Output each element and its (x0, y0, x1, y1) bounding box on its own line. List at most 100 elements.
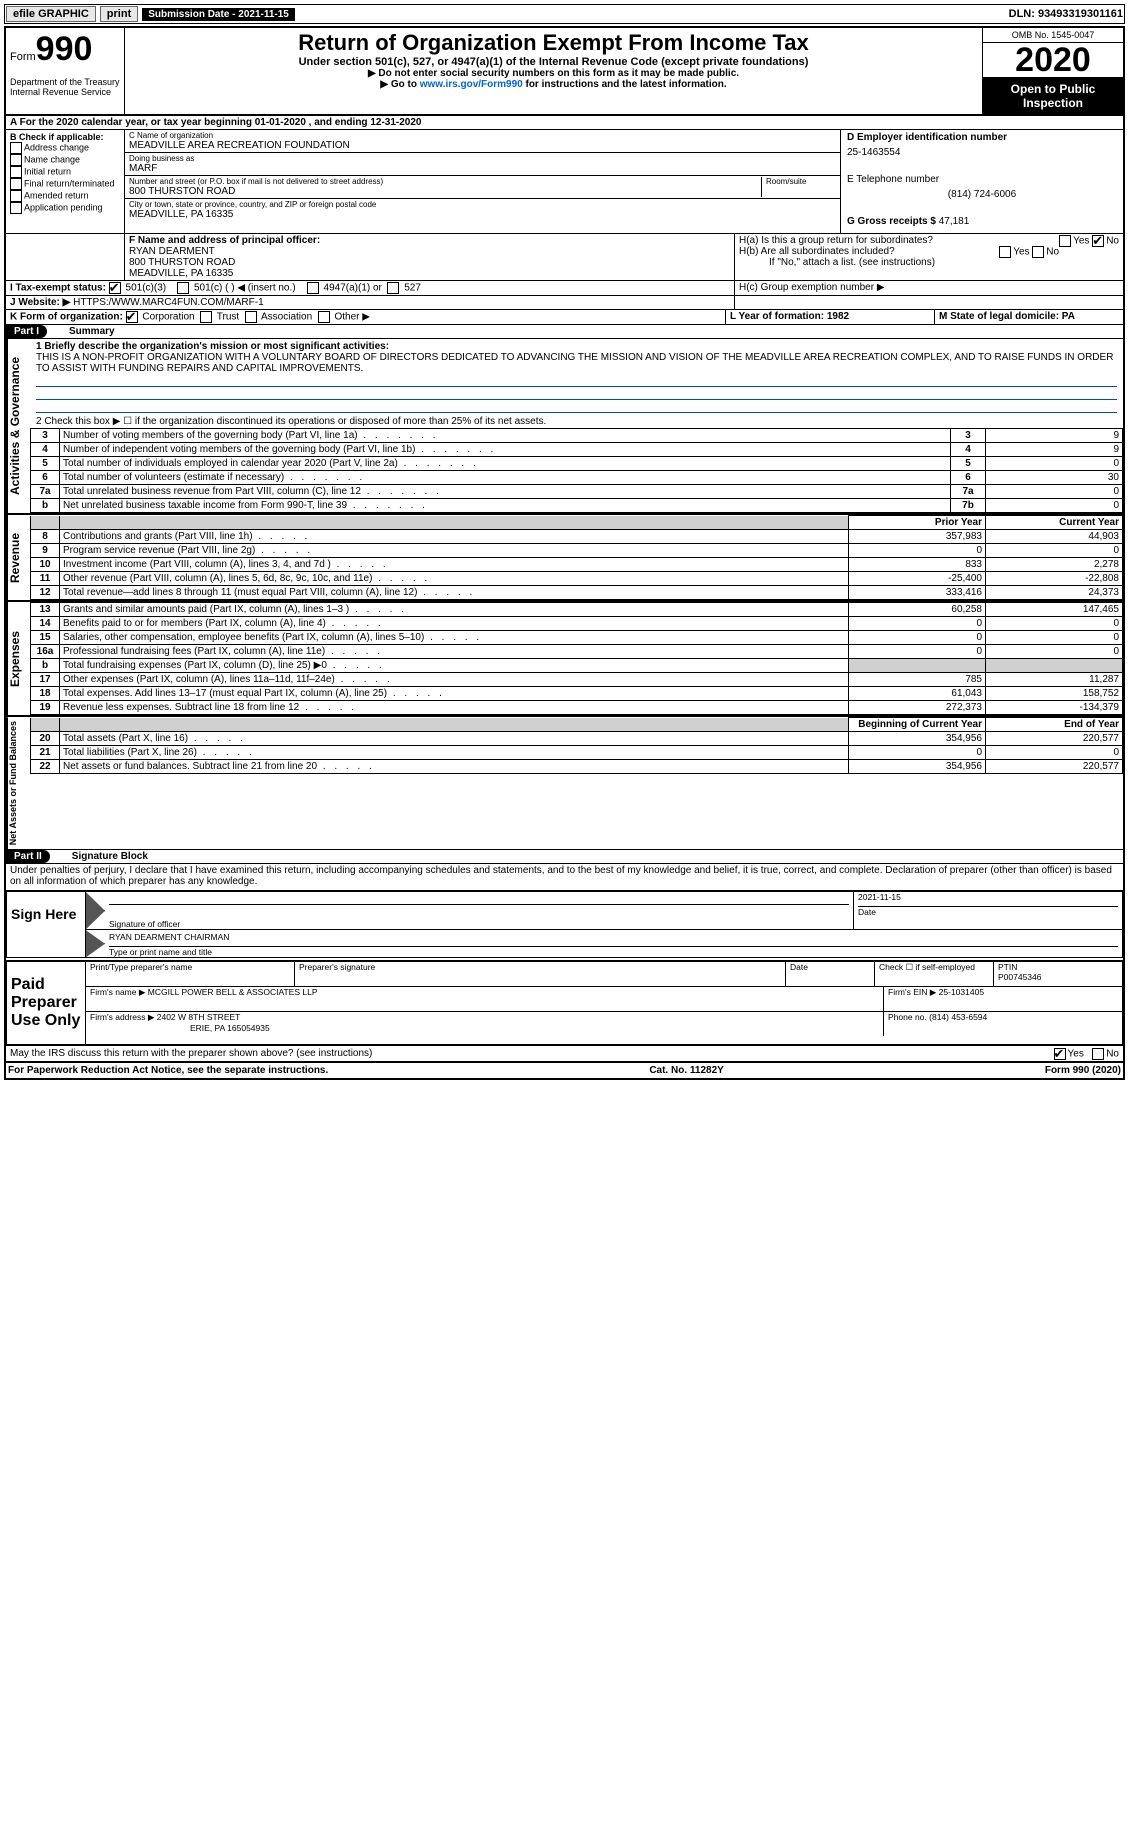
ptin-value: P00745346 (998, 972, 1042, 982)
check-4947[interactable] (307, 282, 319, 294)
check-pending[interactable]: Application pending (10, 202, 120, 214)
k-label: K Form of organization: (10, 312, 123, 323)
officer-addr2: MEADVILLE, PA 16335 (129, 268, 730, 279)
dln-label: DLN: 93493319301161 (1009, 8, 1123, 20)
firm-name-label: Firm's name ▶ (90, 987, 145, 997)
ag-table: 3Number of voting members of the governi… (30, 428, 1123, 513)
hb-no[interactable]: No (1046, 247, 1059, 258)
discuss-row: May the IRS discuss this return with the… (6, 1045, 1123, 1061)
dba-value: MARF (129, 163, 836, 174)
i-527: 527 (404, 283, 421, 294)
i-501c3: 501(c)(3) (126, 283, 167, 294)
discuss-no-check[interactable] (1092, 1048, 1104, 1060)
check-name[interactable]: Name change (10, 154, 120, 166)
footer-left: For Paperwork Reduction Act Notice, see … (8, 1065, 328, 1076)
street-value: 800 THURSTON ROAD (129, 186, 757, 197)
hb-yes[interactable]: Yes (1013, 247, 1029, 258)
table-row: bTotal fundraising expenses (Part IX, co… (31, 659, 1123, 673)
table-row: 9Program service revenue (Part VIII, lin… (31, 544, 1123, 558)
table-row: 10Investment income (Part VIII, column (… (31, 558, 1123, 572)
row-j: J Website: ▶ HTTPS:/WWW.MARC4FUN.COM/MAR… (6, 296, 1123, 310)
part1-header-row: Part I Summary (6, 325, 1123, 339)
mission-text: THIS IS A NON-PROFIT ORGANIZATION WITH A… (36, 352, 1117, 374)
arrow-icon (86, 930, 105, 957)
check-501c3[interactable] (109, 282, 121, 294)
discuss-text: May the IRS discuss this return with the… (10, 1048, 372, 1059)
check-501c[interactable] (177, 282, 189, 294)
check-header: B Check if applicable: (10, 132, 120, 142)
check-amended[interactable]: Amended return (10, 190, 120, 202)
part2-title: Signature Block (66, 851, 154, 862)
name-column: C Name of organization MEADVILLE AREA RE… (125, 130, 841, 233)
gross-label: G Gross receipts $ (847, 216, 936, 227)
open-inspection: Open to Public Inspection (983, 78, 1123, 114)
check-final[interactable]: Final return/terminated (10, 178, 120, 190)
check-other[interactable] (318, 311, 330, 323)
arrow-icon (86, 892, 105, 929)
ein-value: 25-1463554 (847, 147, 1117, 158)
discuss-yes-check[interactable] (1054, 1048, 1066, 1060)
check-corp[interactable] (126, 311, 138, 323)
table-row: 7aTotal unrelated business revenue from … (31, 485, 1123, 499)
irs-link[interactable]: www.irs.gov/Form990 (420, 79, 523, 90)
table-row: 6Total number of volunteers (estimate if… (31, 471, 1123, 485)
table-row: 22Net assets or fund balances. Subtract … (31, 760, 1123, 774)
table-row: 13Grants and similar amounts paid (Part … (31, 603, 1123, 617)
form-title: Return of Organization Exempt From Incom… (129, 30, 978, 56)
print-button[interactable]: print (100, 6, 138, 22)
firm-phone-label: Phone no. (888, 1012, 927, 1022)
firm-ein: 25-1031405 (939, 987, 984, 997)
c-label: C Name of organization (129, 131, 836, 140)
room-label: Room/suite (766, 177, 836, 186)
m-value: M State of legal domicile: PA (935, 310, 1123, 324)
sig-officer-label: Signature of officer (109, 919, 180, 929)
ha-yes[interactable]: Yes (1073, 236, 1089, 247)
part1-title: Summary (63, 326, 121, 337)
sign-date-label: Date (858, 907, 876, 917)
ein-column: D Employer identification number 25-1463… (841, 130, 1123, 233)
firm-addr1: 2402 W 8TH STREET (157, 1012, 241, 1022)
check-trust[interactable] (200, 311, 212, 323)
street-label: Number and street (or P.O. box if mail i… (129, 177, 757, 186)
declaration-text: Under penalties of perjury, I declare th… (6, 864, 1123, 888)
prep-sig-label: Preparer's signature (295, 962, 786, 986)
typed-label: Type or print name and title (109, 947, 212, 957)
side-net: Net Assets or Fund Balances (6, 717, 30, 849)
sign-date: 2021-11-15 (858, 892, 1118, 907)
table-row: 19Revenue less expenses. Subtract line 1… (31, 701, 1123, 715)
table-row: 21Total liabilities (Part X, line 26) . … (31, 746, 1123, 760)
officer-name: RYAN DEARMENT (129, 246, 730, 257)
check-assoc[interactable] (245, 311, 257, 323)
form-number: Form990 (10, 30, 120, 69)
footer-right: Form 990 (2020) (1045, 1065, 1121, 1076)
ha-label: H(a) Is this a group return for subordin… (739, 235, 933, 246)
table-row: 16aProfessional fundraising fees (Part I… (31, 645, 1123, 659)
officer-addr1: 800 THURSTON ROAD (129, 257, 730, 268)
prep-date-label: Date (786, 962, 875, 986)
ein-label: D Employer identification number (847, 132, 1117, 143)
tax-period: A For the 2020 calendar year, or tax yea… (6, 116, 1123, 130)
firm-ein-label: Firm's EIN ▶ (888, 987, 936, 997)
hb-label: H(b) Are all subordinates included? (739, 246, 895, 257)
sign-block: Sign Here Signature of officer 2021-11-1… (6, 890, 1123, 958)
department-label: Department of the Treasury Internal Reve… (10, 77, 120, 97)
check-527[interactable] (387, 282, 399, 294)
form-subtitle: Under section 501(c), 527, or 4947(a)(1)… (129, 56, 978, 68)
discuss-no: No (1106, 1049, 1119, 1060)
typed-name: RYAN DEARMENT CHAIRMAN (109, 930, 1118, 947)
check-address[interactable]: Address change (10, 142, 120, 154)
mission-block: 1 Briefly describe the organization's mi… (30, 339, 1123, 415)
line2: 2 Check this box ▶ ☐ if the organization… (30, 415, 1123, 428)
i-501c: 501(c) ( ) ◀ (insert no.) (194, 283, 296, 294)
table-row: 4Number of independent voting members of… (31, 443, 1123, 457)
table-header: Prior YearCurrent Year (31, 516, 1123, 530)
dba-label: Doing business as (129, 154, 836, 163)
exp-table: 13Grants and similar amounts paid (Part … (30, 602, 1123, 715)
check-initial[interactable]: Initial return (10, 166, 120, 178)
submission-date: Submission Date - 2021-11-15 (142, 8, 295, 21)
ha-no[interactable]: No (1106, 236, 1119, 247)
form-note-link: ▶ Go to www.irs.gov/Form990 for instruct… (129, 79, 978, 90)
form-frame: Form990 Department of the Treasury Inter… (4, 26, 1125, 1080)
table-header: Beginning of Current YearEnd of Year (31, 718, 1123, 732)
net-table: Beginning of Current YearEnd of Year20To… (30, 717, 1123, 774)
